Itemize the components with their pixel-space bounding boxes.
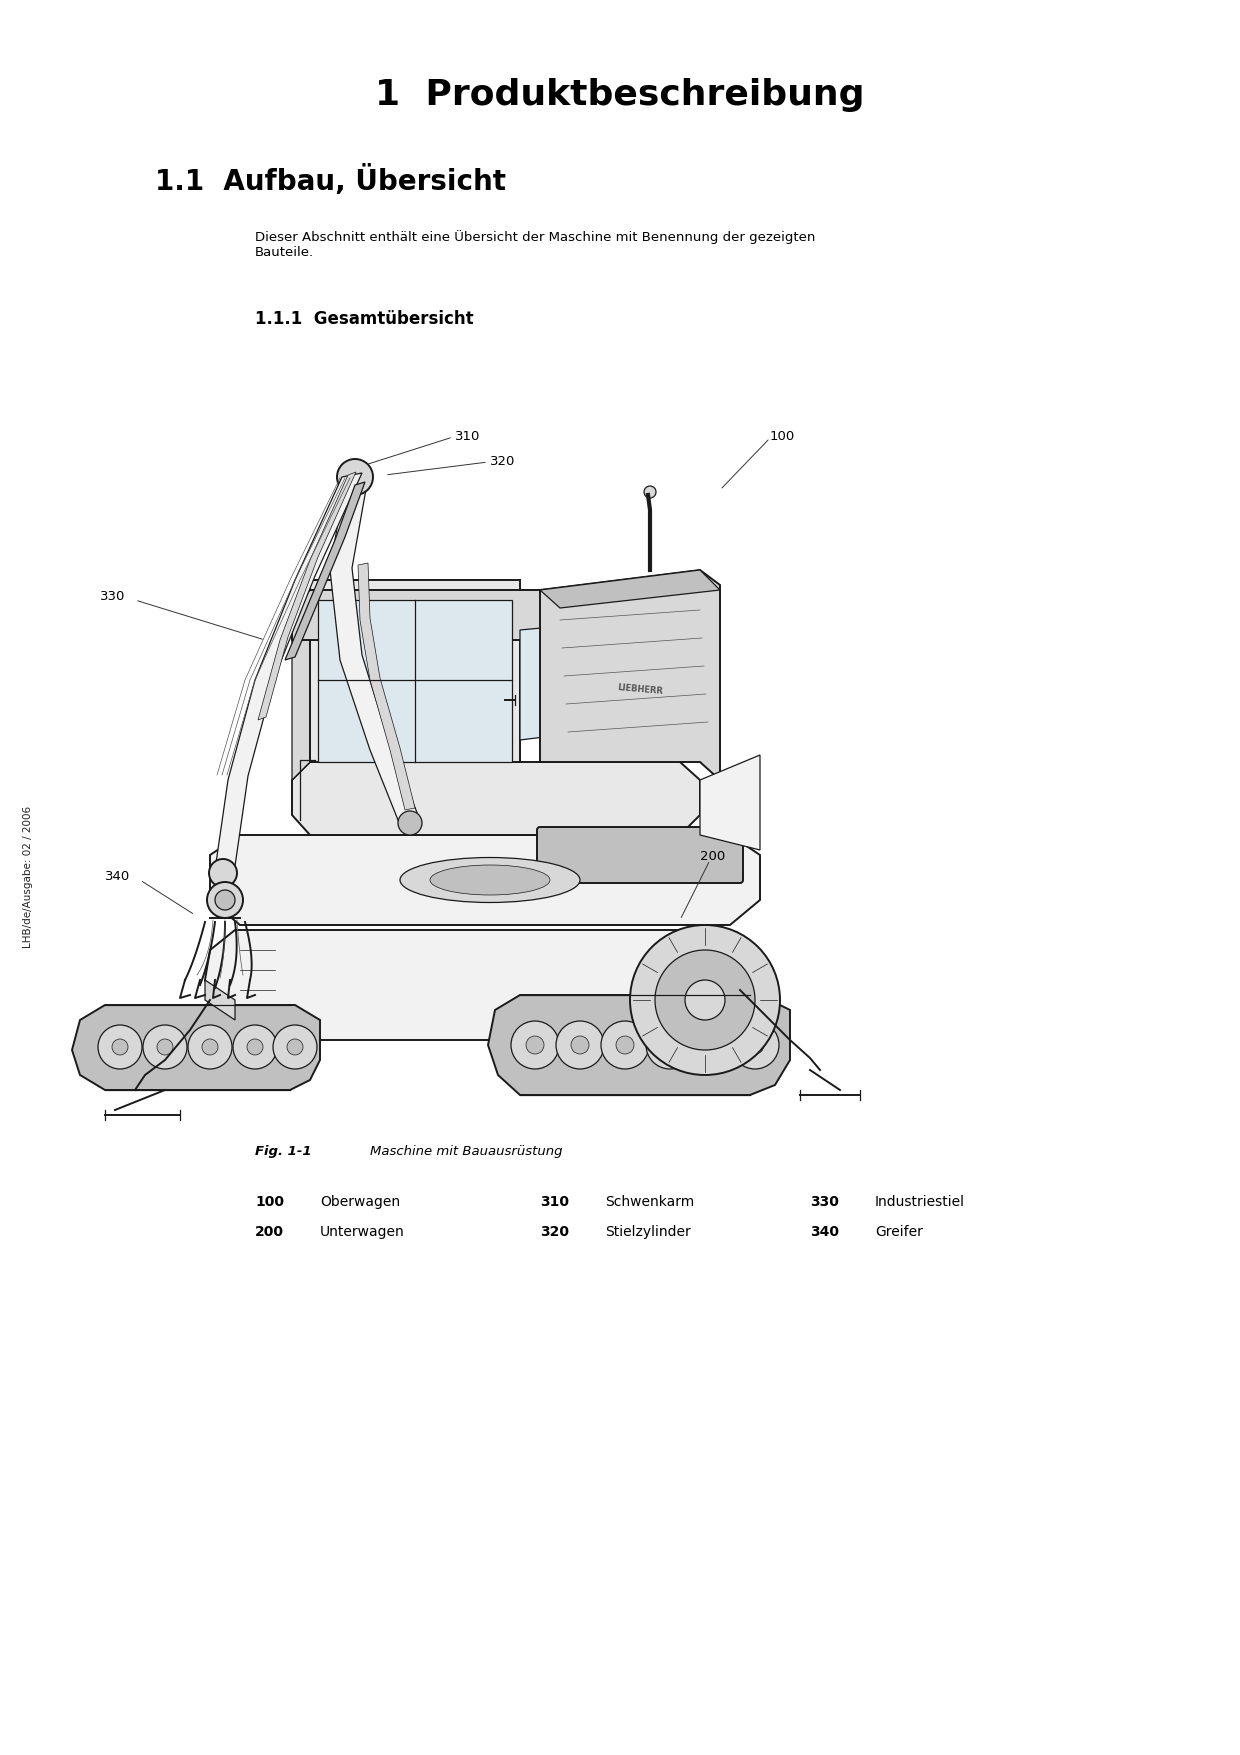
Circle shape (112, 1039, 128, 1055)
Text: Greifer: Greifer (875, 1225, 923, 1239)
Circle shape (746, 1035, 764, 1055)
Circle shape (646, 1021, 694, 1069)
Text: 320: 320 (490, 455, 516, 469)
Circle shape (691, 1021, 739, 1069)
Polygon shape (291, 762, 701, 835)
Polygon shape (317, 600, 512, 762)
Ellipse shape (430, 865, 551, 895)
Circle shape (210, 858, 237, 886)
Circle shape (247, 1039, 263, 1055)
Circle shape (233, 1025, 277, 1069)
Circle shape (526, 1035, 544, 1055)
Polygon shape (291, 590, 560, 641)
Polygon shape (291, 590, 310, 779)
Circle shape (644, 486, 656, 498)
Circle shape (188, 1025, 232, 1069)
Circle shape (207, 883, 243, 918)
Circle shape (286, 1039, 303, 1055)
Text: Industriestiel: Industriestiel (875, 1195, 965, 1209)
Text: 1.1  Aufbau, Übersicht: 1.1 Aufbau, Übersicht (155, 165, 506, 197)
FancyBboxPatch shape (537, 827, 743, 883)
Polygon shape (210, 835, 760, 925)
Circle shape (202, 1039, 218, 1055)
Text: 330: 330 (810, 1195, 839, 1209)
Text: 340: 340 (105, 870, 130, 883)
Polygon shape (358, 563, 415, 811)
Polygon shape (539, 570, 720, 779)
Polygon shape (539, 570, 720, 607)
Text: 200: 200 (701, 849, 725, 863)
Polygon shape (205, 979, 236, 1020)
Circle shape (157, 1039, 174, 1055)
Circle shape (616, 1035, 634, 1055)
Text: 200: 200 (255, 1225, 284, 1239)
Polygon shape (72, 1006, 320, 1090)
Text: 320: 320 (539, 1225, 569, 1239)
Circle shape (732, 1021, 779, 1069)
Polygon shape (258, 472, 356, 720)
Circle shape (273, 1025, 317, 1069)
Text: 100: 100 (770, 430, 795, 442)
Text: Oberwagen: Oberwagen (320, 1195, 401, 1209)
Circle shape (601, 1021, 649, 1069)
Text: Dieser Abschnitt enthält eine Übersicht der Maschine mit Benennung der gezeigten: Dieser Abschnitt enthält eine Übersicht … (255, 230, 816, 260)
Polygon shape (520, 614, 680, 741)
Polygon shape (285, 483, 365, 660)
Circle shape (570, 1035, 589, 1055)
Circle shape (511, 1021, 559, 1069)
Circle shape (398, 811, 422, 835)
Text: Fig. 1-1: Fig. 1-1 (255, 1144, 311, 1158)
Polygon shape (310, 579, 520, 762)
Text: 310: 310 (455, 430, 480, 442)
Text: Unterwagen: Unterwagen (320, 1225, 404, 1239)
Circle shape (661, 1035, 680, 1055)
Circle shape (337, 460, 373, 495)
Polygon shape (330, 477, 420, 825)
Circle shape (215, 890, 236, 911)
Circle shape (98, 1025, 143, 1069)
Circle shape (556, 1021, 604, 1069)
Circle shape (143, 1025, 187, 1069)
Circle shape (706, 1035, 724, 1055)
Text: LIEBHERR: LIEBHERR (616, 683, 663, 697)
Polygon shape (701, 755, 760, 849)
Circle shape (655, 949, 755, 1049)
Polygon shape (205, 930, 760, 1041)
Text: 340: 340 (810, 1225, 839, 1239)
Circle shape (630, 925, 780, 1076)
Polygon shape (489, 995, 790, 1095)
Polygon shape (215, 474, 362, 870)
Text: LHB/de/Ausgabe: 02 / 2006: LHB/de/Ausgabe: 02 / 2006 (24, 806, 33, 948)
Text: Schwenkarm: Schwenkarm (605, 1195, 694, 1209)
Text: 330: 330 (100, 590, 125, 604)
Ellipse shape (401, 858, 580, 902)
Circle shape (684, 979, 725, 1020)
Text: 1.1.1  Gesamtübersicht: 1.1.1 Gesamtübersicht (255, 311, 474, 328)
Text: 310: 310 (539, 1195, 569, 1209)
Text: 100: 100 (255, 1195, 284, 1209)
Text: Maschine mit Bauausrüstung: Maschine mit Bauausrüstung (370, 1144, 563, 1158)
Text: 1  Produktbeschreibung: 1 Produktbeschreibung (376, 77, 864, 112)
Text: Stielzylinder: Stielzylinder (605, 1225, 691, 1239)
